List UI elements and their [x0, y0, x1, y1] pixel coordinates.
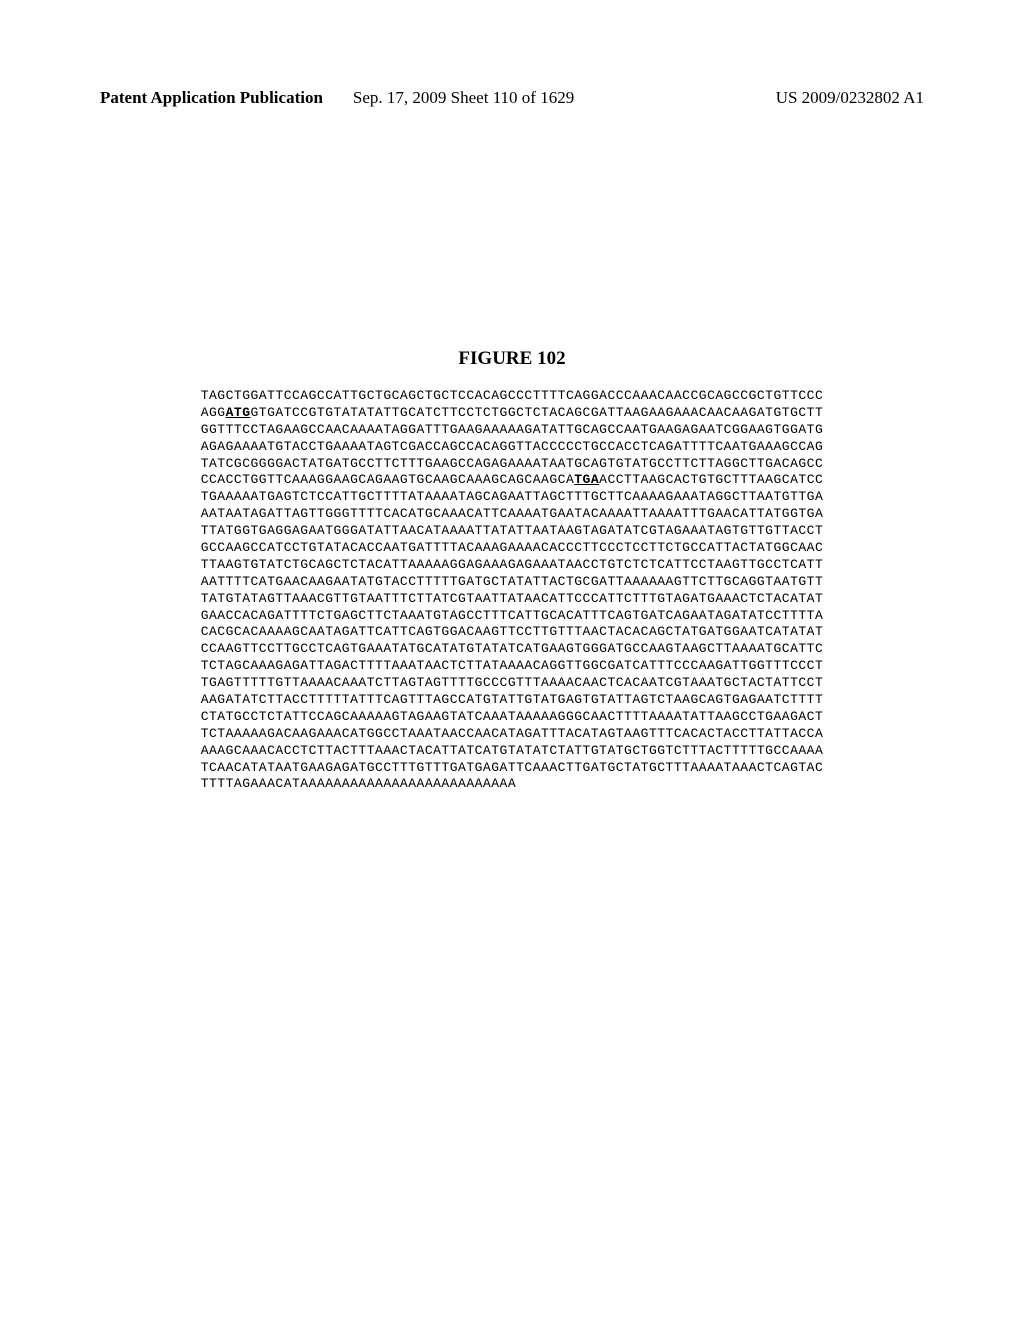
sequence-line: TATGTATAGTTAAACGTTGTAATTTCTTATCGTAATTATA…	[201, 591, 824, 608]
sequence-line: TCAACATATAATGAAGAGATGCCTTTGTTTGATGAGATTC…	[201, 760, 824, 777]
sequence-line: CTATGCCTCTATTCCAGCAAAAAGTAGAAGTATCAAATAA…	[201, 709, 824, 726]
sequence-line: TGAAAAATGAGTCTCCATTGCTTTTATAAAATAGCAGAAT…	[201, 489, 824, 506]
sequence-line: CCACCTGGTTCAAAGGAAGCAGAAGTGCAAGCAAAGCAGC…	[201, 472, 824, 489]
page-container: Patent Application Publication Sep. 17, …	[0, 0, 1024, 1320]
sequence-line: CCAAGTTCCTTGCCTCAGTGAAATATGCATATGTATATCA…	[201, 641, 824, 658]
sequence-line: AGAGAAAATGTACCTGAAAATAGTCGACCAGCCACAGGTT…	[201, 439, 824, 456]
codon-highlight: TGA	[574, 472, 599, 487]
sequence-line: TCTAAAAAGACAAGAAACATGGCCTAAATAACCAACATAG…	[201, 726, 824, 743]
sequence-line: TAGCTGGATTCCAGCCATTGCTGCAGCTGCTCCACAGCCC…	[201, 388, 824, 405]
header-publication-number: US 2009/0232802 A1	[776, 88, 924, 108]
header-publication-type: Patent Application Publication	[100, 88, 323, 108]
sequence-line: GAACCACAGATTTTCTGAGCTTCTAAATGTAGCCTTTCAT…	[201, 608, 824, 625]
sequence-line: GCCAAGCCATCCTGTATACACCAATGATTTTACAAAGAAA…	[201, 540, 824, 557]
figure-title: FIGURE 102	[100, 348, 924, 370]
dna-sequence-block: TAGCTGGATTCCAGCCATTGCTGCAGCTGCTCCACAGCCC…	[201, 388, 824, 793]
header-date-sheet: Sep. 17, 2009 Sheet 110 of 1629	[323, 88, 776, 108]
sequence-line: AGGATGGTGATCCGTGTATATATTGCATCTTCCTCTGGCT…	[201, 405, 824, 422]
sequence-line: TGAGTTTTTGTTAAAACAAATCTTAGTAGTTTTGCCCGTT…	[201, 675, 824, 692]
codon-highlight: ATG	[226, 405, 251, 420]
sequence-line: GGTTTCCTAGAAGCCAACAAAATAGGATTTGAAGAAAAAG…	[201, 422, 824, 439]
page-header: Patent Application Publication Sep. 17, …	[100, 88, 924, 108]
sequence-line: AAGATATCTTACCTTTTTATTTCAGTTTAGCCATGTATTG…	[201, 692, 824, 709]
sequence-line: TTAAGTGTATCTGCAGCTCTACATTAAAAAGGAGAAAGAG…	[201, 557, 824, 574]
sequence-line: TCTAGCAAAGAGATTAGACTTTTAAATAACTCTTATAAAA…	[201, 658, 824, 675]
sequence-line: TTTTAGAAACATAAAAAAAAAAAAAAAAAAAAAAAAAA	[201, 776, 824, 793]
sequence-line: CACGCACAAAAGCAATAGATTCATTCAGTGGACAAGTTCC…	[201, 624, 824, 641]
sequence-line: AATTTTCATGAACAAGAATATGTACCTTTTTGATGCTATA…	[201, 574, 824, 591]
sequence-line: AATAATAGATTAGTTGGGTTTTCACATGCAAACATTCAAA…	[201, 506, 824, 523]
sequence-line: TTATGGTGAGGAGAATGGGATATTAACATAAAATTATATT…	[201, 523, 824, 540]
sequence-line: AAAGCAAACACCTCTTACTTTAAACTACATTATCATGTAT…	[201, 743, 824, 760]
sequence-line: TATCGCGGGGACTATGATGCCTTCTTTGAAGCCAGAGAAA…	[201, 456, 824, 473]
